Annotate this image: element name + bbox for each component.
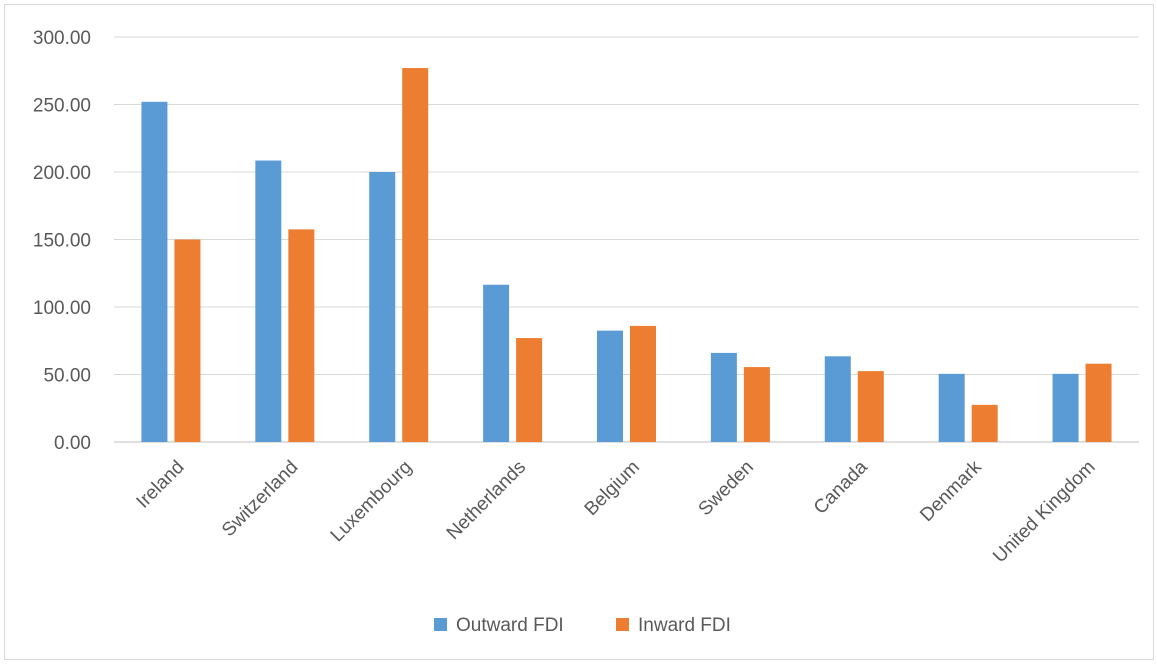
bar-inward-fdi-sweden [743, 367, 770, 442]
x-category-label: United Kingdom [989, 457, 1099, 567]
x-axis-category-labels: Ireland Switzerland Luxembourg Netherlands B… [133, 456, 1100, 567]
bar-outward-fdi-luxembourg [369, 172, 396, 442]
x-category-label: Ireland [133, 457, 189, 513]
legend: Outward FDI Inward FDI [434, 615, 731, 636]
y-tick-label: 50.00 [43, 366, 91, 387]
legend-swatch [616, 618, 629, 631]
bar-outward-fdi-denmark [938, 373, 965, 442]
y-axis-tick-labels: 0.00 50.00 100.00 150.00 200.00 250.00 300.00 [33, 28, 91, 454]
y-tick-label: 150.00 [33, 231, 91, 252]
bars [141, 68, 1112, 443]
x-category-label: Netherlands [443, 457, 530, 544]
bar-outward-fdi-netherlands [483, 284, 510, 442]
y-tick-label: 100.00 [33, 298, 91, 319]
x-category-label: Luxembourg [327, 457, 417, 547]
legend-swatch [434, 618, 447, 631]
bar-inward-fdi-denmark [971, 404, 998, 442]
x-category-label: Canada [810, 456, 872, 518]
bar-inward-fdi-belgium [630, 325, 656, 442]
x-category-label: Belgium [581, 457, 644, 520]
bar-outward-fdi-united-kingdom [1052, 373, 1079, 442]
bar-inward-fdi-canada [857, 371, 884, 442]
gridlines [114, 36, 1139, 443]
y-tick-label: 200.00 [33, 163, 91, 184]
legend-label: Outward FDI [456, 615, 564, 636]
y-tick-label: 0.00 [54, 433, 91, 454]
bar-inward-fdi-united-kingdom [1085, 363, 1112, 442]
chart-area: 0.00 50.00 100.00 150.00 200.00 250.00 300.00 … [4, 4, 1154, 660]
x-category-label: Denmark [916, 456, 986, 526]
bar-inward-fdi-netherlands [516, 338, 543, 442]
bar-inward-fdi-luxembourg [402, 68, 429, 443]
bar-inward-fdi-switzerland [288, 229, 315, 442]
bar-outward-fdi-sweden [710, 352, 737, 442]
bar-outward-fdi-ireland [141, 101, 168, 443]
bar-chart: 0.0050.00100.00150.00200.00250.00300.00 … [33, 28, 1139, 636]
x-category-label: Sweden [695, 457, 758, 520]
legend-label: Inward FDI [638, 615, 731, 636]
bar-outward-fdi-belgium [597, 330, 623, 442]
y-tick-label: 300.00 [33, 28, 91, 49]
bar-inward-fdi-ireland [174, 239, 201, 442]
bar-outward-fdi-switzerland [255, 160, 282, 442]
bar-outward-fdi-canada [824, 356, 851, 442]
x-category-label: Switzerland [218, 457, 302, 541]
y-tick-label: 250.00 [33, 96, 91, 117]
